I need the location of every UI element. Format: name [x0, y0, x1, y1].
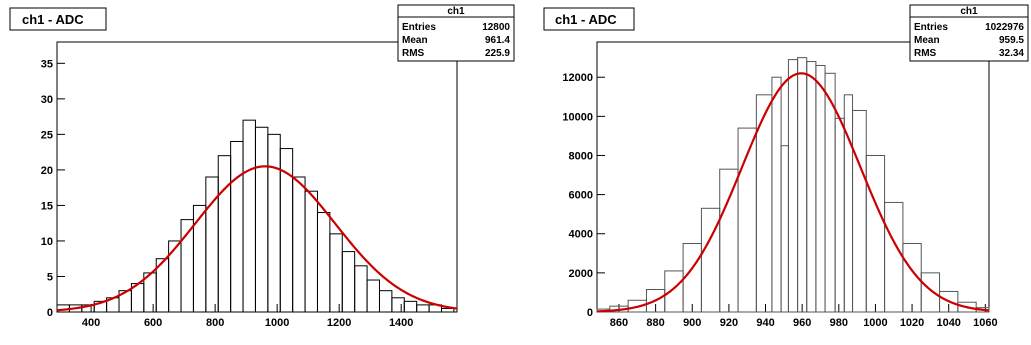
histogram-panel-right: ch1 - ADC 860 880 900 920 940 960 980 1000 1020 1… — [516, 0, 1031, 345]
stats-label: Mean — [914, 35, 940, 46]
x-tick-label-right: 1000 — [863, 317, 887, 329]
stats-value: 225.9 — [485, 48, 510, 59]
chart-title-left: ch1 - ADC — [22, 12, 84, 27]
histogram-canvas-left: ch1 - ADC 400 600 800 1000 1200 1400 0 5 10 15 20 2… — [9, 4, 515, 329]
x-tick-label-left: 800 — [206, 317, 224, 329]
y-tick-label-right: 12000 — [562, 72, 593, 84]
x-tick-label-right: 860 — [610, 317, 628, 329]
y-tick-label-left: 0 — [47, 307, 53, 319]
y-tick-label-right: 6000 — [569, 190, 593, 202]
stats-value: 961.4 — [485, 35, 510, 46]
plot-frame-right — [596, 41, 990, 313]
histogram-bins-left — [56, 119, 455, 313]
y-tick-label-right: 2000 — [569, 268, 593, 280]
plot-frame-left — [56, 41, 458, 313]
histogram-canvas-right: ch1 - ADC 860 880 900 920 940 960 980 1000 1020 1… — [543, 4, 1029, 329]
y-tick-label-right: 0 — [587, 307, 593, 319]
stats-value: 12800 — [482, 22, 510, 33]
x-tick-label-right: 1060 — [973, 317, 997, 329]
stats-name-left: ch1 — [447, 6, 465, 17]
y-tick-label-left: 5 — [47, 271, 53, 283]
stats-label: Mean — [402, 35, 428, 46]
chart-title-right: ch1 - ADC — [555, 12, 617, 27]
x-tick-label-right: 940 — [756, 317, 774, 329]
x-tick-label-left: 1000 — [265, 317, 289, 329]
y-tick-label-right: 10000 — [562, 111, 593, 123]
stats-value: 32.34 — [999, 48, 1024, 59]
stats-label: RMS — [914, 48, 937, 59]
x-tick-label-right: 1040 — [936, 317, 960, 329]
y-tick-label-left: 15 — [41, 200, 53, 212]
stats-label: RMS — [402, 48, 425, 59]
x-tick-label-right: 1020 — [900, 317, 924, 329]
stats-label: Entries — [914, 22, 948, 33]
y-tick-label-left: 35 — [41, 58, 53, 70]
x-tick-label-right: 880 — [646, 317, 664, 329]
x-tick-label-right: 980 — [830, 317, 848, 329]
histogram-bins-right — [596, 57, 990, 313]
x-tick-label-right: 900 — [683, 317, 701, 329]
stats-value: 1022976 — [985, 22, 1024, 33]
stats-box-right: ch1 Entries 1022976 Mean 959.5 RMS 32.34 — [909, 4, 1029, 62]
y-tick-label-left: 30 — [41, 94, 53, 106]
histogram-bin-left — [440, 307, 455, 313]
y-tick-label-left: 10 — [41, 236, 53, 248]
x-tick-label-right: 920 — [720, 317, 738, 329]
title-box-right — [543, 7, 635, 31]
stats-label: Entries — [402, 22, 436, 33]
y-tick-label-right: 8000 — [569, 150, 593, 162]
x-tick-label-left: 1200 — [327, 317, 351, 329]
histogram-bin-right — [957, 301, 977, 313]
y-tick-label-left: 20 — [41, 165, 53, 177]
gaussian-fit-curve-left — [56, 165, 458, 312]
x-tick-label-left: 400 — [82, 317, 100, 329]
title-box-left — [9, 7, 107, 31]
stats-name-right: ch1 — [960, 6, 978, 17]
gaussian-fit-curve-right — [596, 72, 990, 313]
x-tick-label-left: 1400 — [389, 317, 413, 329]
axis-ticks-left: 400 600 800 1000 1200 1400 0 5 10 15 20 25 30 35 — [41, 58, 414, 329]
stats-box-left: ch1 Entries 12800 Mean 961.4 RMS 225.9 — [397, 4, 515, 62]
stats-value: 959.5 — [999, 35, 1024, 46]
x-tick-label-left: 600 — [144, 317, 162, 329]
x-tick-label-right: 960 — [793, 317, 811, 329]
y-tick-label-left: 25 — [41, 129, 53, 141]
histogram-panel-left: ch1 - ADC 400 600 800 1000 1200 1400 0 5 10 15 20 2… — [9, 4, 515, 329]
y-tick-label-right: 4000 — [569, 229, 593, 241]
